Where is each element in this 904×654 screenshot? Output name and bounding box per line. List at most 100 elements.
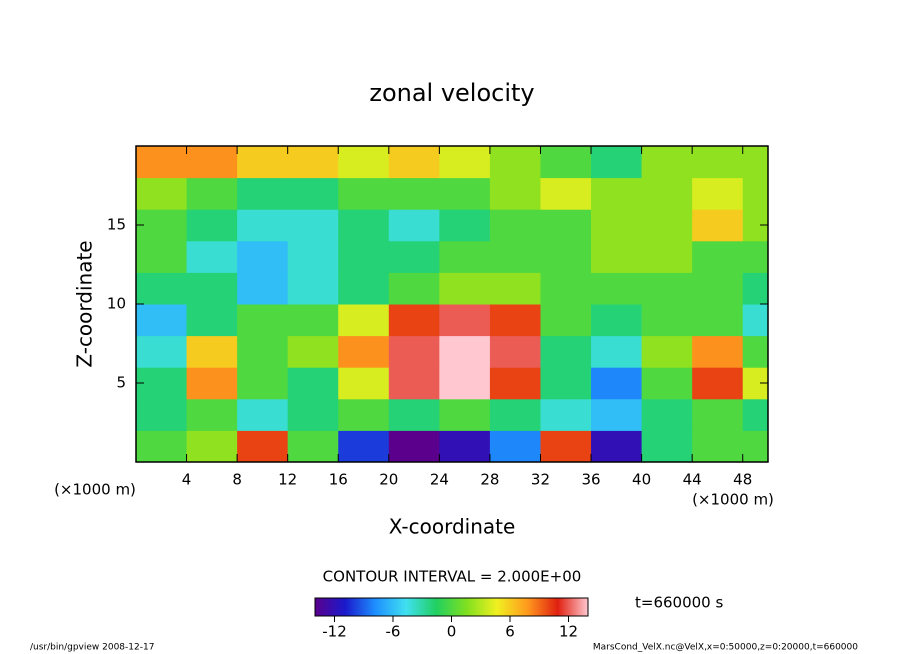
field-cell (692, 430, 744, 462)
field-cell (489, 177, 541, 210)
field-cell (439, 398, 491, 431)
field-cell (287, 177, 339, 210)
x-tick-label: 36 (581, 471, 600, 489)
field-cell (439, 177, 491, 210)
field-cell (237, 304, 289, 337)
field-cell (489, 367, 541, 400)
field-cell (742, 430, 768, 462)
field-cell (287, 209, 339, 242)
field-cell (136, 398, 188, 431)
field-cell (439, 367, 491, 400)
x-units: (×1000 m) (692, 491, 774, 509)
field-cell (540, 146, 592, 179)
field-cell (540, 430, 592, 462)
field-cell (388, 146, 440, 179)
field-cell (692, 177, 744, 210)
field-cell (338, 304, 390, 337)
field-cell (591, 209, 643, 242)
colorbar-tick-label: -6 (386, 623, 401, 641)
field-cell (692, 146, 744, 179)
field-cell (388, 272, 440, 305)
field-cell (338, 272, 390, 305)
field-cell (338, 335, 390, 368)
field-cell (641, 209, 693, 242)
field-cell (641, 398, 693, 431)
field-cell (591, 430, 643, 462)
chart-title: zonal velocity (369, 79, 534, 107)
field-cell (237, 209, 289, 242)
field-cell (338, 146, 390, 179)
field-cell (136, 146, 188, 179)
field-cell (338, 177, 390, 210)
field-cell (591, 177, 643, 210)
field-cell (186, 272, 238, 305)
field-cell (641, 272, 693, 305)
field-cell (287, 398, 339, 431)
field-cell (692, 367, 744, 400)
field-cell (338, 430, 390, 462)
colorbar-tick-label: -12 (322, 623, 347, 641)
field-cell (237, 177, 289, 210)
field-cell (136, 430, 188, 462)
field-cell (591, 367, 643, 400)
field-cell (641, 335, 693, 368)
field-cell (439, 272, 491, 305)
field-cell (136, 335, 188, 368)
field-cell (388, 209, 440, 242)
field-cell (540, 304, 592, 337)
field-cell (692, 335, 744, 368)
field-cell (489, 240, 541, 273)
field-cell (136, 272, 188, 305)
field-cell (489, 146, 541, 179)
field-cell (287, 240, 339, 273)
field-cell (742, 146, 768, 179)
field-cell (136, 240, 188, 273)
field-cell (641, 177, 693, 210)
field (136, 146, 768, 462)
field-cell (186, 335, 238, 368)
contour-interval: CONTOUR INTERVAL = 2.000E+00 (323, 568, 582, 586)
field-cell (237, 240, 289, 273)
field-cell (439, 335, 491, 368)
field-cell (388, 398, 440, 431)
field-cell (439, 430, 491, 462)
field-cell (591, 240, 643, 273)
field-cell (439, 240, 491, 273)
field-cell (742, 272, 768, 305)
field-cell (136, 367, 188, 400)
field-cell (338, 398, 390, 431)
colorbar-tick-label: 12 (559, 623, 578, 641)
field-cell (692, 209, 744, 242)
colorbar-tick-label: 0 (447, 623, 457, 641)
field-cell (742, 304, 768, 337)
field-cell (388, 304, 440, 337)
field-cell (186, 304, 238, 337)
field-cell (489, 209, 541, 242)
x-tick-label: 24 (430, 471, 449, 489)
field-cell (186, 177, 238, 210)
field-cell (641, 146, 693, 179)
x-tick-label: 28 (480, 471, 499, 489)
field-cell (591, 398, 643, 431)
field-cell (489, 335, 541, 368)
footer-right: MarsCond_VelX.nc@VelX,x=0:50000,z=0:2000… (593, 643, 858, 653)
field-cell (439, 304, 491, 337)
field-cell (742, 335, 768, 368)
field-cell (237, 430, 289, 462)
field-cell (591, 335, 643, 368)
field-cell (287, 304, 339, 337)
field-cell (692, 272, 744, 305)
x-tick-label: 16 (329, 471, 348, 489)
field-cell (540, 240, 592, 273)
field-cell (186, 240, 238, 273)
field-cell (136, 177, 188, 210)
field-cell (540, 398, 592, 431)
field-cell (136, 304, 188, 337)
footer-left: /usr/bin/gpview 2008-12-17 (30, 643, 154, 653)
time-label: t=660000 s (635, 594, 723, 612)
field-cell (388, 177, 440, 210)
x-tick-label: 40 (632, 471, 651, 489)
field-cell (287, 367, 339, 400)
y-tick-label: 10 (107, 295, 126, 313)
